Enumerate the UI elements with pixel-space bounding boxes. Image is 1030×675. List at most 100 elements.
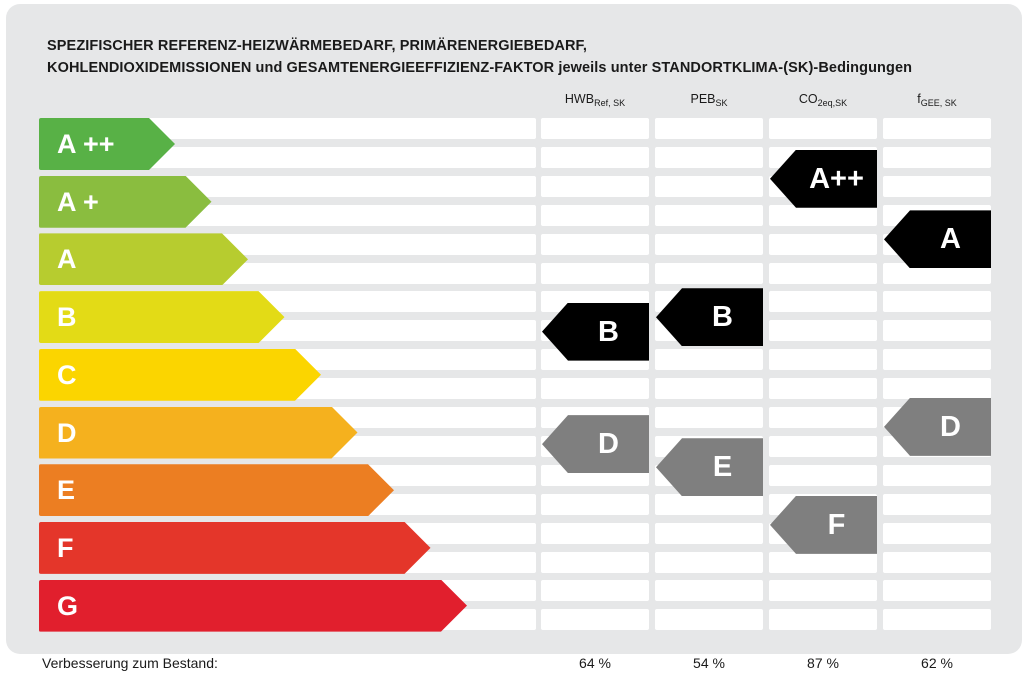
improvement-value-fgee: 62 % xyxy=(921,655,953,671)
rating-marker-hwb-existing: D xyxy=(542,415,649,474)
grid-stripe-co2 xyxy=(769,118,877,139)
grid-stripe-peb xyxy=(655,551,763,573)
grid-stripe-co2 xyxy=(769,378,877,400)
column-header-fgee: fGEE, SK xyxy=(883,92,991,108)
rating-arrow-label: G xyxy=(57,590,79,621)
grid-stripe-fgee xyxy=(883,320,991,342)
grid-stripe-hwb xyxy=(541,378,649,400)
grid-stripe-fgee xyxy=(883,378,991,400)
grid-stripe-fgee xyxy=(883,175,991,197)
grid-stripe-co2 xyxy=(769,204,877,226)
grid-stripe-co2 xyxy=(769,580,877,602)
column-header-main: PEB xyxy=(690,92,716,106)
grid-stripe-fgee xyxy=(883,146,991,168)
rating-marker-co2-current: A++ xyxy=(770,149,877,208)
grid-stripe-peb xyxy=(655,175,763,197)
rating-marker-fgee-existing: D xyxy=(884,397,991,456)
rating-arrow-label: A ++ xyxy=(57,129,115,159)
grid-stripe-fgee xyxy=(883,349,991,371)
chart-title-line-2: KOHLENDIOXIDEMISSIONEN und GESAMTENERGIE… xyxy=(47,60,913,76)
grid-stripe-peb xyxy=(655,349,763,371)
rating-arrow-label: C xyxy=(57,359,77,390)
grid-stripe-peb xyxy=(655,233,763,255)
grid-stripe-fgee xyxy=(883,118,991,139)
grid-stripe-fgee xyxy=(883,580,991,602)
rating-marker-label: A xyxy=(940,223,961,256)
grid-stripe-co2 xyxy=(769,609,877,631)
grid-stripe-co2 xyxy=(769,233,877,255)
grid-stripe-peb xyxy=(655,609,763,631)
grid-stripe-co2 xyxy=(769,291,877,313)
grid-stripe-co2 xyxy=(769,407,877,428)
grid-stripe-peb xyxy=(655,146,763,168)
rating-marker-fgee-current: A xyxy=(884,210,991,269)
grid-stripe-fgee xyxy=(883,551,991,573)
rating-arrow-label: F xyxy=(57,532,74,563)
rating-marker-peb-existing: E xyxy=(656,438,763,497)
grid-stripe-hwb xyxy=(541,609,649,631)
rating-arrow-label: A xyxy=(57,244,77,275)
grid-stripe-co2 xyxy=(769,320,877,342)
rating-marker-label: D xyxy=(598,428,619,461)
rating-marker-co2-existing: F xyxy=(770,495,877,554)
rating-arrow-label: D xyxy=(57,417,77,448)
chart-title-line-1: SPEZIFISCHER REFERENZ-HEIZWÄRMEBEDARF, P… xyxy=(47,38,588,54)
rating-arrow-label: B xyxy=(57,302,77,333)
grid-stripe-hwb xyxy=(541,204,649,226)
improvement-label: Verbesserung zum Bestand: xyxy=(42,655,218,671)
rating-arrow: A ++ xyxy=(39,118,175,170)
column-header-subscript: SK xyxy=(715,98,728,108)
grid-stripe-peb xyxy=(655,522,763,544)
grid-stripe-hwb xyxy=(541,118,649,139)
column-header-subscript: GEE, SK xyxy=(920,98,957,108)
rating-marker-label: F xyxy=(827,508,846,541)
grid-stripe-hwb xyxy=(541,522,649,544)
column-header-subscript: 2eq,SK xyxy=(817,98,848,108)
grid-stripe-peb xyxy=(655,204,763,226)
rating-arrow-label: E xyxy=(57,475,76,506)
grid-stripe-hwb xyxy=(541,493,649,515)
column-header-peb: PEBSK xyxy=(655,92,763,108)
grid-stripe-co2 xyxy=(769,464,877,486)
rating-arrow: E xyxy=(39,464,394,516)
grid-stripe-fgee xyxy=(883,464,991,486)
improvement-value-co2: 87 % xyxy=(807,655,839,671)
column-header-main: CO xyxy=(798,92,818,106)
rating-marker-hwb-current: B xyxy=(542,302,649,361)
rating-arrow: B xyxy=(39,291,285,343)
grid-stripe-fgee xyxy=(883,493,991,515)
rating-marker-label: B xyxy=(712,301,733,334)
grid-stripe-hwb xyxy=(541,580,649,602)
grid-stripe-hwb xyxy=(541,551,649,573)
grid-stripe-co2 xyxy=(769,435,877,457)
rating-marker-label: B xyxy=(598,315,619,348)
rating-arrow: C xyxy=(39,349,321,401)
column-header-subscript: Ref, SK xyxy=(594,98,626,108)
grid-stripe-co2 xyxy=(769,262,877,284)
grid-stripe-peb xyxy=(655,580,763,602)
grid-stripe-peb xyxy=(655,118,763,139)
grid-stripe-co2 xyxy=(769,349,877,371)
rating-arrow-label: A + xyxy=(57,186,99,217)
grid-stripe-fgee xyxy=(883,522,991,544)
column-header-main: HWB xyxy=(564,92,595,106)
grid-stripe-fgee xyxy=(883,609,991,631)
column-header-main: f xyxy=(917,92,921,106)
rating-arrow: G xyxy=(39,580,467,632)
grid-stripe-hwb xyxy=(541,262,649,284)
grid-stripe-hwb xyxy=(541,175,649,197)
grid-stripe-peb xyxy=(655,378,763,400)
grid-stripe-peb xyxy=(655,493,763,515)
improvement-value-hwb: 64 % xyxy=(579,655,611,671)
column-header-hwb: HWBRef, SK xyxy=(541,92,649,108)
grid-stripe-peb xyxy=(655,262,763,284)
improvement-value-peb: 54 % xyxy=(693,655,725,671)
rating-marker-label: E xyxy=(712,451,733,484)
grid-stripe-peb xyxy=(655,407,763,428)
rating-marker-label: D xyxy=(940,410,961,443)
rating-arrow: F xyxy=(39,522,431,574)
rating-arrow: D xyxy=(39,407,358,459)
rating-arrow: A + xyxy=(39,176,212,228)
grid-stripe-hwb xyxy=(541,233,649,255)
column-header-co2: CO2eq,SK xyxy=(769,92,877,108)
